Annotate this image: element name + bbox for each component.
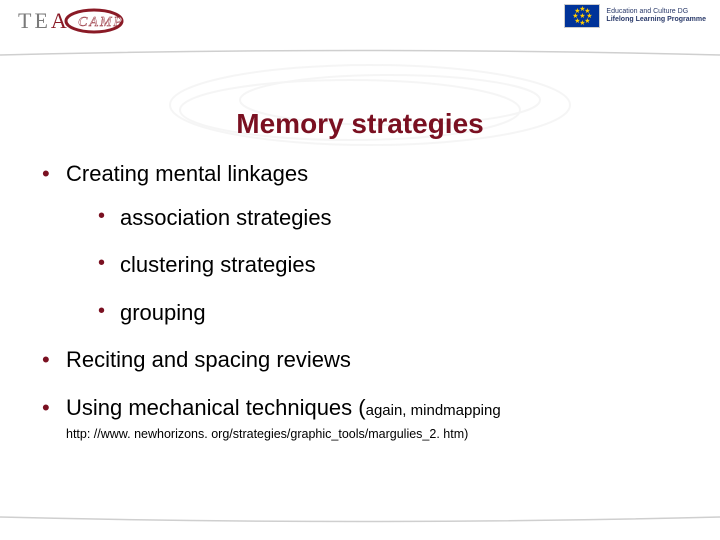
item3-url: http: //www. newhorizons. org/strategies… [66,427,684,443]
list-item: Using mechanical techniques (again, mind… [36,394,684,443]
bullet-list: Creating mental linkages association str… [36,160,684,443]
sub1-text: association strategies [120,205,332,230]
logo-left: TEA CAMP [18,6,152,36]
list-item: Creating mental linkages association str… [36,160,684,326]
item1-text: Creating mental linkages [66,161,308,186]
list-item: Reciting and spacing reviews [36,346,684,374]
list-item: association strategies [94,204,684,232]
eu-flag-icon [564,4,600,28]
logo-text: TEA [18,8,70,34]
background-decor-icon [160,50,580,160]
eu-line2: Lifelong Learning Programme [606,16,706,24]
page-title: Memory strategies [0,108,720,140]
item3-subnote: again, mindmapping [366,402,501,419]
item2-text: Reciting and spacing reviews [66,347,351,372]
content: Creating mental linkages association str… [36,160,684,463]
item3-prefix: Using mechanical techniques ( [66,395,366,420]
list-item: clustering strategies [94,251,684,279]
logo-right: Education and Culture DG Lifelong Learni… [564,4,706,28]
header: TEA CAMP Education and Culture DG Lifelo… [0,0,720,54]
eu-text: Education and Culture DG Lifelong Learni… [606,8,706,23]
sub3-text: grouping [120,300,206,325]
logo-swoosh-text: CAMP [78,15,124,30]
sub-list: association strategies clustering strate… [94,204,684,327]
header-divider [0,46,720,58]
eu-line1: Education and Culture DG [606,8,706,16]
sub2-text: clustering strategies [120,252,316,277]
list-item: grouping [94,299,684,327]
footer-divider [0,514,720,526]
logo-swoosh-icon: CAMP [64,6,152,36]
logo-prefix: TE [18,8,51,33]
slide: TEA CAMP Education and Culture DG Lifelo… [0,0,720,540]
